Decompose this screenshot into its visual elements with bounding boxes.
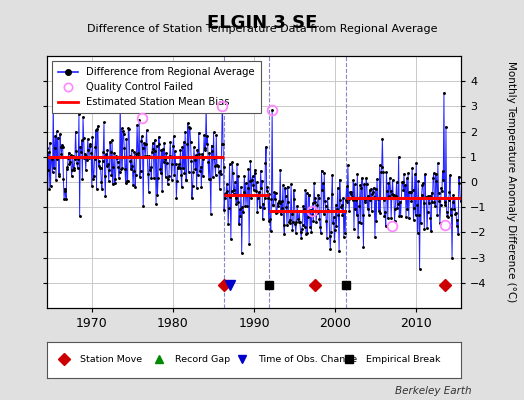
Y-axis label: Monthly Temperature Anomaly Difference (°C): Monthly Temperature Anomaly Difference (… bbox=[506, 61, 516, 303]
Text: Difference of Station Temperature Data from Regional Average: Difference of Station Temperature Data f… bbox=[87, 24, 437, 34]
Text: Station Move: Station Move bbox=[80, 355, 143, 364]
Text: Berkeley Earth: Berkeley Earth bbox=[395, 386, 472, 396]
Text: ELGIN 3 SE: ELGIN 3 SE bbox=[207, 14, 317, 32]
Text: Time of Obs. Change: Time of Obs. Change bbox=[258, 355, 357, 364]
Text: Record Gap: Record Gap bbox=[176, 355, 231, 364]
Text: Empirical Break: Empirical Break bbox=[366, 355, 440, 364]
Legend: Difference from Regional Average, Quality Control Failed, Estimated Station Mean: Difference from Regional Average, Qualit… bbox=[52, 61, 261, 113]
